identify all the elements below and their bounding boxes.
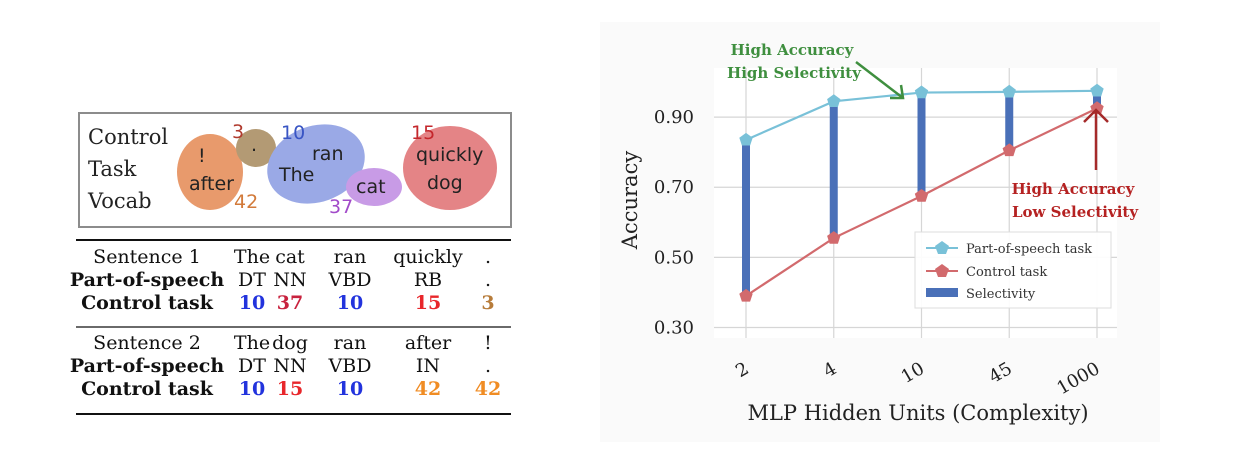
sentence-1-word-cell: The xyxy=(234,246,270,268)
annotation-low-selectivity-line-1: High Accuracy xyxy=(1012,180,1136,198)
y-tick-label: 0.30 xyxy=(654,317,694,338)
selectivity-bars xyxy=(742,90,1101,296)
sentence-1-ctrl-label: Control task xyxy=(81,292,214,314)
sentence-1-ctrl-cell: 15 xyxy=(415,292,441,314)
vocab-panel: Control Task Vocab ! after 42 . 3 ran Th… xyxy=(78,112,512,228)
sentence-table: Sentence 1 The cat ran quickly .Part-of-speec… xyxy=(70,239,511,415)
sentence-2-word-cell: after xyxy=(405,332,452,354)
sentence-2-ctrl-cell: 42 xyxy=(475,378,501,400)
sentence-2-ctrl-cell: 15 xyxy=(277,378,303,400)
series-layer xyxy=(739,83,1104,302)
cluster-3-id: 3 xyxy=(232,121,244,143)
cluster-3-word-1: . xyxy=(251,134,257,156)
cluster-42-word-1: ! xyxy=(198,145,206,167)
sentence-1-ctrl-cell: 3 xyxy=(481,292,494,314)
sentence-1-word-label: Sentence 1 xyxy=(93,246,201,268)
series-point-control xyxy=(827,231,841,244)
sentence-1-pos-cell: VBD xyxy=(328,269,372,291)
cluster-42-blob xyxy=(177,134,243,210)
cluster-10-word-1: ran xyxy=(312,143,344,165)
legend-pos-marker xyxy=(935,241,949,254)
selectivity-bar xyxy=(1005,91,1014,151)
annotation-low-selectivity-line-2: Low Selectivity xyxy=(1012,203,1139,221)
legend-ctrl-marker xyxy=(935,264,949,277)
sentence-1-word-cell: ran xyxy=(334,246,367,268)
y-tick-label: 0.50 xyxy=(654,247,694,268)
series-point-control xyxy=(739,288,753,302)
annotation-high-selectivity-line-2: High Selectivity xyxy=(727,64,862,82)
cluster-15-blob xyxy=(403,126,497,210)
cluster-37-blob xyxy=(346,168,402,206)
sentence-2-ctrl-cell: 10 xyxy=(239,378,265,400)
selectivity-bar xyxy=(1093,90,1101,109)
legend-selectivity-label: Selectivity xyxy=(966,287,1036,302)
series-point-pos xyxy=(827,94,841,107)
sentence-1-pos-cell: NN xyxy=(273,269,306,291)
cluster-37-id: 37 xyxy=(329,196,353,218)
vocab-label-line-3: Vocab xyxy=(87,189,152,213)
sentence-1-word-cell: . xyxy=(485,246,491,268)
legend-selectivity-swatch xyxy=(926,288,958,297)
sentence-2-pos-cell: VBD xyxy=(328,355,372,377)
sentence-2-ctrl-cell: 42 xyxy=(415,378,441,400)
sentence-2-word-cell: dog xyxy=(272,332,308,354)
table-rows: Sentence 1 The cat ran quickly .Part-of-speec… xyxy=(70,246,501,400)
sentence-1-word-cell: quickly xyxy=(393,246,463,268)
series-point-pos xyxy=(1090,83,1104,97)
sentence-2-ctrl-cell: 10 xyxy=(337,378,363,400)
x-axis-label: MLP Hidden Units (Complexity) xyxy=(747,401,1088,425)
series-point-pos xyxy=(1002,84,1016,98)
vocab-label-line-2: Task xyxy=(88,157,137,181)
y-tick-labels: 0.30 0.50 0.70 0.90 xyxy=(654,107,694,338)
sentence-1-word-cell: cat xyxy=(275,246,305,268)
sentence-2-pos-cell: NN xyxy=(273,355,306,377)
sentence-2-pos-cell: IN xyxy=(416,355,440,377)
series-point-control xyxy=(1002,143,1016,157)
cluster-15-word-2: dog xyxy=(427,172,463,194)
y-tick-label: 0.90 xyxy=(654,107,694,128)
y-tick-label: 0.70 xyxy=(654,177,694,198)
sentence-2-word-cell: ran xyxy=(334,332,367,354)
sentence-1-pos-cell: . xyxy=(485,269,491,291)
cluster-37-word-1: cat xyxy=(356,176,386,198)
cluster-42-word-2: after xyxy=(189,173,234,195)
cluster-10-word-2: The xyxy=(278,164,314,186)
cluster-10-id: 10 xyxy=(281,122,305,144)
annotation-high-selectivity-line-1: High Accuracy xyxy=(731,41,855,59)
annotation-red-arrow xyxy=(1083,108,1109,170)
sentence-2-ctrl-label: Control task xyxy=(81,378,214,400)
sentence-2-word-cell: The xyxy=(234,332,270,354)
cluster-3-blob xyxy=(236,129,276,167)
sentence-2-word-label: Sentence 2 xyxy=(93,332,201,354)
sentence-1-ctrl-cell: 10 xyxy=(239,292,265,314)
sentence-1-pos-cell: RB xyxy=(414,269,442,291)
series-point-pos xyxy=(914,85,929,99)
annotation-green-arrow xyxy=(855,61,905,100)
sentence-1-ctrl-cell: 10 xyxy=(337,292,363,314)
sentence-2-pos-cell: . xyxy=(485,355,491,377)
cluster-15-word-1: quickly xyxy=(416,144,483,166)
series-point-control xyxy=(914,189,929,202)
sentence-1-ctrl-cell: 37 xyxy=(277,292,303,314)
legend: Part-of-speech task Control task Selecti… xyxy=(914,231,1112,309)
chart-panel: 0.300.500.700.90 2 4 10 45 1000 Accuracy MLP… xyxy=(600,22,1160,442)
vocab-label-line-1: Control xyxy=(88,125,168,149)
vocab-box-border xyxy=(78,112,512,228)
sentence-2-pos-cell: DT xyxy=(238,355,266,377)
sentence-2-pos-label: Part-of-speech xyxy=(70,355,225,377)
legend-pos-label: Part-of-speech task xyxy=(966,242,1092,257)
selectivity-bar xyxy=(742,139,750,296)
cluster-15-id: 15 xyxy=(411,122,435,144)
series-point-pos xyxy=(739,132,753,146)
sentence-2-word-cell: ! xyxy=(484,332,492,354)
sentence-1-pos-label: Part-of-speech xyxy=(70,269,225,291)
sentence-1-pos-cell: DT xyxy=(238,269,266,291)
selectivity-bar xyxy=(917,92,926,196)
legend-ctrl-label: Control task xyxy=(966,265,1047,280)
cluster-42-id: 42 xyxy=(234,191,258,213)
y-axis-label: Accuracy xyxy=(618,151,642,251)
cluster-10-blob xyxy=(267,124,365,204)
selectivity-bar xyxy=(829,101,838,239)
